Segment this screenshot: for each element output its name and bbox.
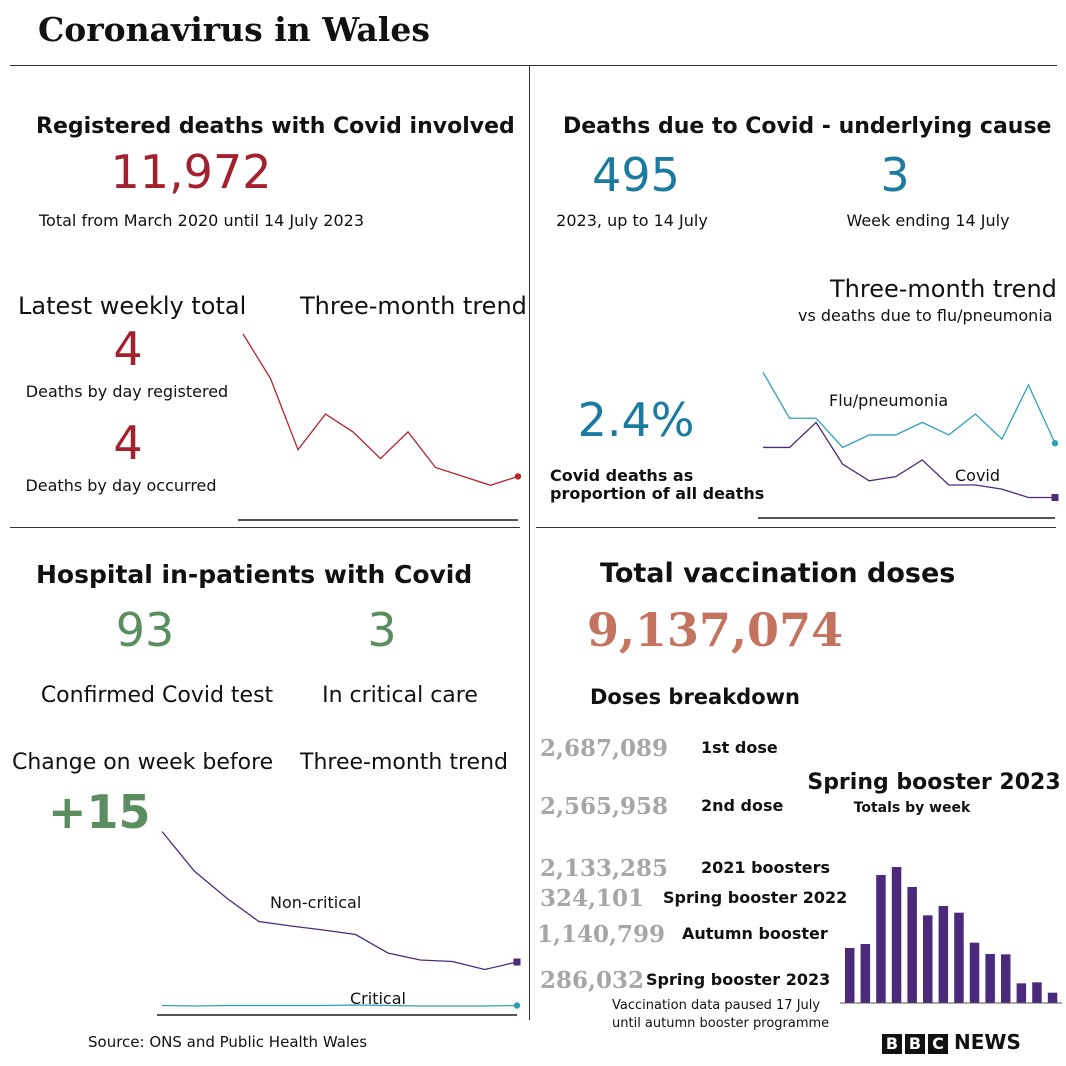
dose-label: Spring booster 2023 xyxy=(646,970,831,989)
bar xyxy=(876,875,886,1003)
series-end-marker xyxy=(514,473,522,480)
bar xyxy=(1047,992,1058,1003)
proportion-label-2: proportion of all deaths xyxy=(550,484,765,503)
series-line-1 xyxy=(763,421,1055,499)
series-line-1 xyxy=(161,1004,518,1007)
change-value: +15 xyxy=(48,785,151,839)
proportion-value: 2.4% xyxy=(577,393,695,447)
year-value: 495 xyxy=(592,148,680,202)
series-end-marker xyxy=(1051,493,1059,501)
bar xyxy=(985,954,995,1003)
bar xyxy=(969,942,980,1003)
dose-label: 2021 boosters xyxy=(701,858,830,877)
series-label: Covid xyxy=(955,466,1000,485)
hospital-trend-heading: Three-month trend xyxy=(300,750,508,775)
bar xyxy=(845,948,855,1003)
year-label: 2023, up to 14 July xyxy=(556,211,708,230)
hospital-heading: Hospital in-patients with Covid xyxy=(36,560,473,589)
hospital-trend-chart: Non-critical Critical xyxy=(157,831,521,1016)
registered-total-label: Total from March 2020 until 14 July 2023 xyxy=(39,211,364,230)
dose-label: Autumn booster xyxy=(682,924,828,943)
breakdown-heading: Doses breakdown xyxy=(590,685,800,709)
dose-value: 1,140,799 xyxy=(537,921,666,948)
vaccination-heading: Total vaccination doses xyxy=(600,558,956,589)
booster-bar-chart xyxy=(840,867,1062,1004)
dose-label: Spring booster 2022 xyxy=(663,888,848,907)
proportion-label: Covid deaths as proportion of all deaths xyxy=(550,467,764,503)
by-registered-value: 4 xyxy=(113,322,143,376)
critical-label: In critical care xyxy=(322,683,478,708)
dose-label: 1st dose xyxy=(701,738,778,757)
weekly-heading: Latest weekly total xyxy=(18,292,247,320)
bar xyxy=(907,887,917,1003)
underlying-trend-heading: Three-month trend xyxy=(830,275,1057,303)
trend-heading: Three-month trend xyxy=(300,292,527,320)
bar xyxy=(1001,954,1011,1003)
week-value: 3 xyxy=(880,148,910,202)
bbc-news-logo: B B C NEWS xyxy=(882,1030,1021,1054)
dose-value: 324,101 xyxy=(540,885,645,912)
bar xyxy=(860,944,871,1003)
divider xyxy=(10,65,1057,66)
registered-heading: Registered deaths with Covid involved xyxy=(36,114,515,139)
underlying-heading: Deaths due to Covid - underlying cause xyxy=(563,114,1052,139)
confirmed-label: Confirmed Covid test xyxy=(40,683,274,708)
registered-total: 11,972 xyxy=(110,145,272,199)
note-line-1: Vaccination data paused 17 July xyxy=(612,998,821,1013)
series-end-marker xyxy=(513,958,521,966)
dose-value: 2,133,285 xyxy=(540,855,669,882)
proportion-label-1: Covid deaths as xyxy=(550,466,694,485)
vaccination-total: 9,137,074 xyxy=(587,603,844,657)
dose-value: 2,687,089 xyxy=(540,735,669,762)
underlying-trend-chart: Flu/pneumonia Covid xyxy=(758,372,1059,519)
series-end-marker xyxy=(513,1002,521,1009)
source: Source: ONS and Public Health Wales xyxy=(88,1033,368,1051)
bar xyxy=(891,867,902,1003)
series-label: Critical xyxy=(350,989,406,1008)
series-line-0 xyxy=(161,831,518,971)
change-heading: Change on week before xyxy=(12,750,274,775)
by-registered-label: Deaths by day registered xyxy=(25,382,229,401)
bar xyxy=(938,906,949,1003)
by-occurred-label: Deaths by day occurred xyxy=(25,476,217,495)
bar xyxy=(1016,983,1027,1003)
series-label: Flu/pneumonia xyxy=(829,391,948,410)
booster-chart-title: Spring booster 2023 xyxy=(807,770,1061,795)
confirmed-value: 93 xyxy=(115,603,175,657)
bar xyxy=(954,912,964,1003)
dose-value: 2,565,958 xyxy=(540,793,669,820)
series-end-marker xyxy=(1051,440,1059,447)
registered-trend-chart xyxy=(238,333,522,521)
booster-chart-subtitle: Totals by week xyxy=(853,800,971,816)
series-label: Non-critical xyxy=(270,893,361,912)
underlying-trend-sub: vs deaths due to flu/pneumonia xyxy=(798,306,1053,325)
vaccination-note: Vaccination data paused 17 July until aut… xyxy=(612,997,829,1033)
divider xyxy=(536,527,1056,528)
week-label: Week ending 14 July xyxy=(846,211,1010,230)
dose-value: 286,032 xyxy=(540,967,645,994)
by-occurred-value: 4 xyxy=(113,416,143,470)
divider xyxy=(10,527,520,528)
bar xyxy=(923,915,933,1003)
dose-label: 2nd dose xyxy=(701,796,784,815)
critical-value: 3 xyxy=(367,603,397,657)
divider xyxy=(529,65,530,1020)
series-line-0 xyxy=(762,372,1056,449)
page-title: Coronavirus in Wales xyxy=(38,10,430,49)
note-line-2: until autumn booster programme xyxy=(612,1016,830,1031)
series-line-0 xyxy=(242,333,519,486)
bar xyxy=(1032,982,1042,1003)
